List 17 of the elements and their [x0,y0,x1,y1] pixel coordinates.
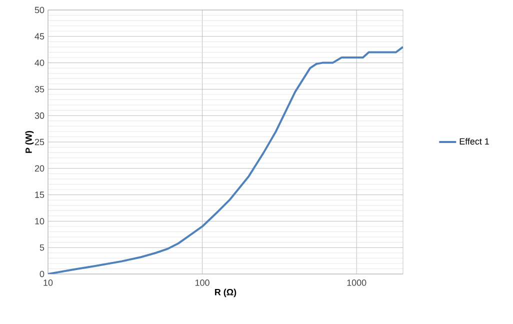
y-tick-label: 0 [40,270,44,278]
y-axis-title: P (W) [25,130,34,153]
y-tick-label: 30 [34,112,44,119]
y-tick-label: 20 [34,165,44,172]
x-tick-label: 10 [44,280,53,286]
x-tick-label: 100 [195,280,210,286]
x-tick-label: 1000 [347,280,366,286]
y-tick-label: 5 [40,244,44,251]
x-axis-title: R (Ω) [215,288,236,298]
y-tick-label: 25 [34,138,44,146]
y-tick-label: 15 [35,192,44,198]
y-tick-label: 50 [34,6,44,14]
y-tick-label: 40 [34,60,44,66]
y-tick-label: 35 [34,86,44,92]
y-tick-label: 10 [35,218,44,224]
y-tick-label: 45 [34,33,44,40]
legend-label: Effect 1 [460,138,489,145]
